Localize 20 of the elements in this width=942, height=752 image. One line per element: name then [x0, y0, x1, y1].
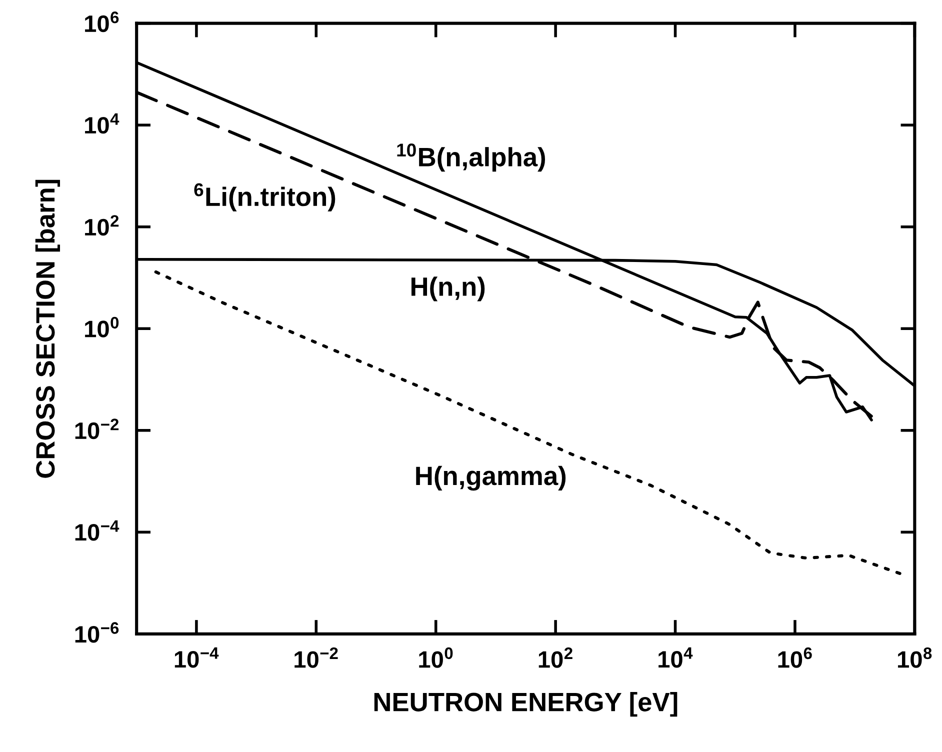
- series-label: $^{6}$Li(n.triton): [194, 183, 336, 212]
- x-tick-label: 10$^{2}$: [538, 647, 572, 668]
- y-tick-label: 10$^{−2}$: [75, 418, 119, 440]
- y-tick-label: 10$^{−4}$: [75, 520, 120, 541]
- x-tick-label: 10$^{−4}$: [174, 647, 219, 668]
- x-tick-label: 10$^{0}$: [419, 647, 453, 668]
- y-axis-title: CROSS SECTION [barn]: [35, 180, 60, 478]
- series-label: H(n,n): [411, 276, 485, 302]
- x-tick-label: 10$^{4}$: [658, 647, 693, 668]
- x-axis-title: NEUTRON ENERGY [eV]: [374, 692, 678, 717]
- x-tick-label: 10$^{8}$: [898, 647, 932, 668]
- y-tick-label: 10$^{0}$: [85, 316, 119, 338]
- y-tick-label: 10$^{−6}$: [75, 622, 119, 643]
- x-tick-label: 10$^{6}$: [778, 647, 812, 668]
- series-label: H(n,gamma): [416, 466, 566, 491]
- series-label: $^{10}$B(n,alpha): [397, 144, 546, 172]
- y-tick-label: 10$^{6}$: [85, 12, 119, 32]
- y-tick-label: 10$^{2}$: [85, 215, 119, 236]
- x-tick-label: 10$^{−2}$: [294, 647, 338, 668]
- y-tick-label: 10$^{4}$: [85, 113, 120, 134]
